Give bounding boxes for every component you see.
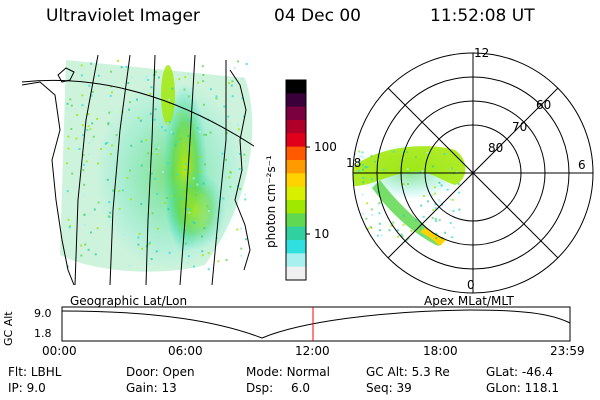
colorbar-band bbox=[286, 146, 306, 161]
altitude-frame bbox=[61, 306, 571, 342]
time-tick-0000: 00:00 bbox=[42, 344, 77, 358]
altitude-plot bbox=[61, 306, 571, 342]
gain-value: 13 bbox=[161, 381, 177, 395]
emission-arc-top bbox=[161, 65, 175, 125]
colorbar-band bbox=[286, 266, 306, 281]
colorbar-unit-label: photon cm⁻²s⁻¹ bbox=[264, 155, 278, 248]
mode-label: Mode: bbox=[246, 365, 283, 379]
colorbar-band bbox=[286, 226, 306, 241]
meridian-2 bbox=[109, 55, 131, 285]
glon-label: GLon: bbox=[486, 381, 521, 395]
time-tick-0600: 06:00 bbox=[168, 344, 203, 358]
meridian-5 bbox=[211, 60, 227, 285]
noise-speckle bbox=[66, 60, 248, 271]
dsp-value: 6.0 bbox=[290, 381, 311, 395]
altitude-curve bbox=[61, 309, 571, 339]
colorbar-band bbox=[286, 106, 306, 121]
colorbar-band bbox=[286, 93, 306, 108]
polar-axis-diag-2 bbox=[387, 87, 559, 259]
ip-label: IP: bbox=[8, 381, 23, 395]
mlt-label-12: 12 bbox=[474, 46, 490, 60]
mlt-label-0: 0 bbox=[467, 278, 475, 292]
time-tick-1200: 12:00 bbox=[295, 344, 330, 358]
gain-info: Gain: 13 bbox=[126, 380, 177, 396]
colorbar-band bbox=[286, 133, 306, 148]
emission-patch bbox=[165, 170, 225, 250]
flt-label: Flt: bbox=[8, 365, 27, 379]
colorbar-label-100: 100 bbox=[314, 140, 337, 154]
altitude-ytick-high: 9.0 bbox=[34, 307, 52, 320]
gcalt-info: GC Alt: 5.3 Re bbox=[366, 364, 450, 380]
colorbar-band bbox=[286, 80, 306, 94]
geographic-image bbox=[22, 55, 254, 285]
door-info: Door: Open bbox=[126, 364, 195, 380]
gcalt-value: 5.3 Re bbox=[411, 365, 450, 379]
dsp-info: Dsp: 6.0 bbox=[246, 380, 310, 396]
colorbar-band bbox=[286, 160, 306, 174]
glat-info: GLat: -46.4 bbox=[486, 364, 553, 380]
ip-value: 9.0 bbox=[26, 381, 46, 395]
geographic-panel-label: Geographic Lat/Lon bbox=[70, 294, 188, 308]
ip-info: IP: 9.0 bbox=[8, 380, 46, 396]
altitude-ytick-low: 1.8 bbox=[34, 327, 52, 340]
time-tick-2359: 23:59 bbox=[550, 344, 585, 358]
colorbar-band bbox=[286, 186, 306, 201]
flt-info: Flt: LBHL bbox=[8, 364, 61, 380]
door-value: Open bbox=[162, 365, 195, 379]
seq-info: Seq: 39 bbox=[366, 380, 412, 396]
colorbar-label-10: 10 bbox=[314, 227, 330, 241]
latitude-arc bbox=[22, 79, 254, 147]
time-tick-1800: 18:00 bbox=[423, 344, 458, 358]
meridian-4 bbox=[179, 55, 196, 285]
seq-label: Seq: bbox=[366, 381, 393, 395]
instrument-title: Ultraviolet Imager bbox=[46, 6, 200, 26]
polar-plot bbox=[352, 52, 594, 294]
polar-noise-speckle bbox=[353, 150, 461, 241]
coastline-west bbox=[22, 81, 75, 285]
glon-info: GLon: 118.1 bbox=[486, 380, 559, 396]
altitude-ylabel: GC Alt bbox=[2, 311, 15, 346]
colorbar bbox=[285, 79, 310, 281]
seq-value: 39 bbox=[396, 381, 412, 395]
apex-panel-label: Apex MLat/MLT bbox=[424, 294, 514, 308]
mlt-label-6: 6 bbox=[578, 158, 586, 172]
mode-value: Normal bbox=[286, 365, 330, 379]
colorbar-band bbox=[286, 253, 306, 268]
gain-label: Gain: bbox=[126, 381, 158, 395]
arm-bright bbox=[420, 228, 446, 246]
gcalt-label: GC Alt: bbox=[366, 365, 408, 379]
meridian-1 bbox=[74, 55, 99, 285]
lat-label-60: 60 bbox=[536, 98, 552, 112]
dsp-label: Dsp: bbox=[246, 381, 274, 395]
lat-label-70: 70 bbox=[512, 120, 528, 134]
glat-value: -46.4 bbox=[521, 365, 553, 379]
colorbar-frame bbox=[285, 79, 307, 281]
glon-value: 118.1 bbox=[524, 381, 559, 395]
flt-value: LBHL bbox=[30, 365, 62, 379]
mlt-label-18: 18 bbox=[346, 156, 362, 170]
coastline-east bbox=[229, 69, 251, 271]
colorbar-band bbox=[286, 173, 306, 188]
colorbar-band bbox=[286, 240, 306, 254]
colorbar-band bbox=[286, 213, 306, 228]
date-label: 04 Dec 00 bbox=[274, 6, 361, 26]
colorbar-band bbox=[286, 200, 306, 214]
colorbar-band bbox=[286, 120, 306, 134]
glat-label: GLat: bbox=[486, 365, 519, 379]
time-label: 11:52:08 UT bbox=[430, 6, 535, 26]
mode-info: Mode: Normal bbox=[246, 364, 330, 380]
lat-label-80: 80 bbox=[488, 141, 504, 155]
door-label: Door: bbox=[126, 365, 159, 379]
